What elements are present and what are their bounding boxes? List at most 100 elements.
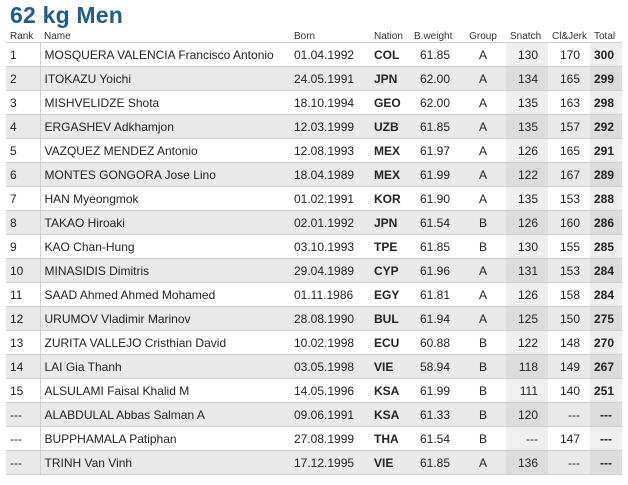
body-weight: 61.85 (410, 450, 460, 475)
total-result: 300 (590, 42, 622, 67)
rank-cell: 9 (6, 234, 40, 259)
group-letter: A (460, 258, 506, 283)
table-row: --- BUPPHAMALA Patiphan 27.08.1999 THA 61.54… (6, 426, 622, 451)
cljerk-result: 165 (548, 66, 590, 91)
total-result: --- (590, 426, 622, 451)
snatch-result: 136 (506, 450, 548, 475)
body-weight: 62.00 (410, 66, 460, 91)
rank-cell: 14 (6, 354, 40, 379)
nation-code: BUL (370, 306, 410, 331)
cljerk-result: 140 (548, 378, 590, 403)
col-name: Name (40, 30, 290, 43)
col-snatch: Snatch (506, 30, 548, 43)
cljerk-result: 153 (548, 186, 590, 211)
nation-code: CYP (370, 258, 410, 283)
group-letter: A (460, 66, 506, 91)
birth-date: 01.04.1992 (290, 42, 370, 67)
snatch-result: 125 (506, 306, 548, 331)
birth-date: 27.08.1999 (290, 426, 370, 451)
body-weight: 61.85 (410, 114, 460, 139)
results-table-container: Rank Name Born Nation B.weight Group Sna… (6, 30, 622, 475)
snatch-result: 134 (506, 66, 548, 91)
athlete-name: MISHVELIDZE Shota (39, 90, 290, 115)
athlete-name: MONTES GONGORA Jose Lino (39, 162, 290, 187)
birth-date: 12.08.1993 (290, 138, 370, 163)
table-row: --- ALABDULAL Abbas Salman A 09.06.1991 KSA… (6, 402, 622, 427)
athlete-name: KAO Chan-Hung (39, 234, 290, 259)
birth-date: 12.03.1999 (290, 114, 370, 139)
athlete-name: TAKAO Hiroaki (39, 210, 290, 235)
body-weight: 61.85 (410, 42, 460, 67)
athlete-name: HAN Myeongmok (39, 186, 290, 211)
nation-code: KSA (370, 378, 410, 403)
group-letter: A (460, 282, 506, 307)
rank-cell: --- (6, 426, 40, 451)
snatch-result: 126 (506, 138, 548, 163)
body-weight: 61.90 (410, 186, 460, 211)
total-result: 284 (590, 258, 622, 283)
col-born: Born (290, 30, 370, 43)
group-letter: A (460, 90, 506, 115)
total-result: 285 (590, 234, 622, 259)
birth-date: 03.05.1998 (290, 354, 370, 379)
birth-date: 18.04.1989 (290, 162, 370, 187)
rank-cell: 6 (6, 162, 40, 187)
nation-code: KOR (370, 186, 410, 211)
nation-code: EGY (370, 282, 410, 307)
birth-date: 02.01.1992 (290, 210, 370, 235)
group-letter: A (460, 138, 506, 163)
group-letter: B (460, 330, 506, 355)
table-row: 13 ZURITA VALLEJO Cristhian David 10.02.19… (6, 330, 622, 355)
table-row: 11 SAAD Ahmed Ahmed Mohamed 01.11.1986 EGY 6… (6, 282, 622, 307)
snatch-result: 126 (506, 282, 548, 307)
snatch-result: 135 (506, 186, 548, 211)
group-letter: B (460, 234, 506, 259)
group-letter: A (460, 306, 506, 331)
table-row: 5 VAZQUEZ MENDEZ Antonio 12.08.1993 MEX 61.9… (6, 138, 622, 163)
nation-code: VIE (370, 354, 410, 379)
col-bweight: B.weight (410, 30, 460, 43)
body-weight: 61.96 (410, 258, 460, 283)
rank-cell: 4 (6, 114, 40, 139)
nation-code: GEO (370, 90, 410, 115)
birth-date: 29.04.1989 (290, 258, 370, 283)
birth-date: 01.02.1991 (290, 186, 370, 211)
birth-date: 18.10.1994 (290, 90, 370, 115)
group-letter: A (460, 186, 506, 211)
nation-code: TPE (370, 234, 410, 259)
nation-code: THA (370, 426, 410, 451)
rank-cell: 3 (6, 90, 40, 115)
total-result: --- (590, 450, 622, 475)
total-result: 299 (590, 66, 622, 91)
athlete-name: ITOKAZU Yoichi (39, 66, 290, 91)
body-weight: 58.94 (410, 354, 460, 379)
nation-code: JPN (370, 210, 410, 235)
table-row: --- TRINH Van Vinh 17.12.1995 VIE 61.85 A 136-… (6, 450, 622, 475)
group-letter: A (460, 162, 506, 187)
total-result: 292 (590, 114, 622, 139)
cljerk-result: 163 (548, 90, 590, 115)
cljerk-result: 149 (548, 354, 590, 379)
cljerk-result: 170 (548, 42, 590, 67)
total-result: 275 (590, 306, 622, 331)
cljerk-result: 157 (548, 114, 590, 139)
body-weight: 61.81 (410, 282, 460, 307)
cljerk-result: 150 (548, 306, 590, 331)
snatch-result: 135 (506, 114, 548, 139)
col-total: Total (590, 30, 622, 43)
athlete-name: SAAD Ahmed Ahmed Mohamed (39, 282, 290, 307)
nation-code: KSA (370, 402, 410, 427)
table-row: 2 ITOKAZU Yoichi 24.05.1991 JPN 62.00 A 134 165… (6, 66, 622, 91)
body-weight: 61.54 (410, 210, 460, 235)
athlete-name: URUMOV Vladimir Marinov (39, 306, 290, 331)
athlete-name: MOSQUERA VALENCIA Francisco Antonio (39, 42, 290, 67)
col-cljerk: Cl&Jerk (548, 30, 590, 43)
total-result: 298 (590, 90, 622, 115)
total-result: 288 (590, 186, 622, 211)
table-row: 9 KAO Chan-Hung 03.10.1993 TPE 61.85 B 130 155 2… (6, 234, 622, 259)
total-result: 270 (590, 330, 622, 355)
table-row: 7 HAN Myeongmok 01.02.1991 KOR 61.90 A 135 153 2… (6, 186, 622, 211)
athlete-name: ALABDULAL Abbas Salman A (39, 402, 290, 427)
snatch-result: 131 (506, 258, 548, 283)
athlete-name: ZURITA VALLEJO Cristhian David (39, 330, 290, 355)
